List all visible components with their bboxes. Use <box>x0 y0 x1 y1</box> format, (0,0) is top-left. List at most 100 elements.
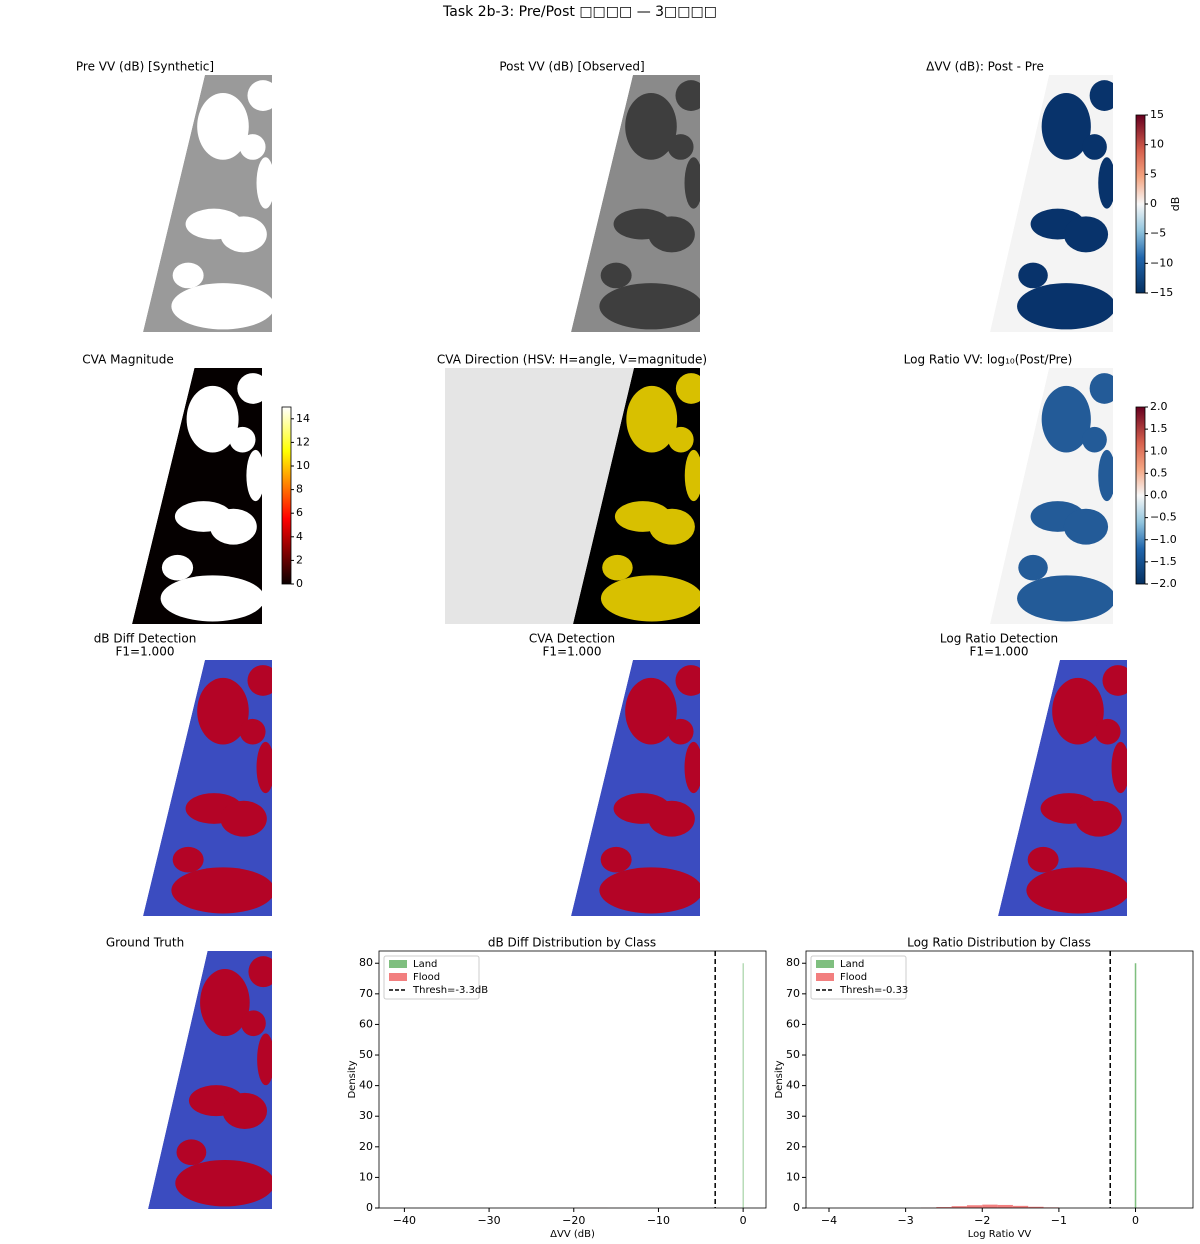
image-region <box>230 427 256 453</box>
panel-subtitle: F1=1.000 <box>970 645 1029 659</box>
histogram-bar <box>982 1205 997 1208</box>
image-region <box>1017 575 1115 621</box>
x-tick-label: −20 <box>562 1214 585 1227</box>
y-tick-label: 30 <box>359 1109 373 1122</box>
colorbar-tick-label: 5 <box>1150 167 1157 180</box>
x-axis-label: ΔVV (dB) <box>550 1229 595 1240</box>
legend-swatch <box>816 960 834 968</box>
colorbar-tick-label: 14 <box>296 412 310 425</box>
image-region <box>257 157 275 208</box>
image-region <box>220 801 266 837</box>
image-region <box>1102 665 1133 696</box>
panel-title: Log Ratio VV: log₁₀(Post/Pre) <box>904 353 1073 367</box>
panel-title: dB Diff Detection <box>94 632 197 646</box>
image-region <box>1026 867 1129 913</box>
x-axis-label: Log Ratio VV <box>968 1229 1032 1240</box>
image-region <box>676 373 706 404</box>
image-region <box>240 719 266 745</box>
y-tick-label: 40 <box>359 1079 373 1092</box>
panel-title: CVA Magnitude <box>82 353 173 367</box>
image <box>143 75 278 332</box>
image-region <box>601 263 632 289</box>
image-region <box>1028 847 1059 873</box>
y-tick-label: 10 <box>786 1170 800 1183</box>
panel-title: dB Diff Distribution by Class <box>488 936 656 950</box>
x-tick-label: −4 <box>821 1214 837 1227</box>
y-tick-label: 20 <box>359 1140 373 1153</box>
image-region <box>171 283 274 329</box>
panel-title: Log Ratio Detection <box>940 632 1058 646</box>
image <box>990 368 1119 624</box>
image <box>998 660 1133 916</box>
colorbar <box>1136 407 1145 584</box>
image <box>990 75 1119 332</box>
legend-label: Thresh=-0.33 <box>839 985 908 996</box>
x-tick-label: −10 <box>647 1214 670 1227</box>
colorbar-tick-label: −0.5 <box>1150 511 1177 524</box>
legend-label: Flood <box>413 972 440 983</box>
legend-swatch <box>389 973 407 981</box>
image-region <box>173 263 204 289</box>
image-region <box>237 373 268 404</box>
image-region <box>1082 427 1107 453</box>
figure-title: Task 2b-3: Pre/Post □□□□ — 3□□□□ <box>442 4 717 20</box>
image-region <box>675 665 706 696</box>
image-region <box>1112 742 1130 793</box>
colorbar-tick-label: 0 <box>1150 197 1157 210</box>
colorbar-tick-label: −2.0 <box>1150 577 1177 590</box>
y-tick-label: 0 <box>366 1201 373 1214</box>
panel-title: CVA Detection <box>529 632 615 646</box>
panel-subtitle: F1=1.000 <box>543 645 602 659</box>
image-region <box>240 134 266 160</box>
image-region <box>177 1139 207 1165</box>
colorbar-tick-label: 2 <box>296 553 303 566</box>
panel-title: CVA Direction (HSV: H=angle, V=magnitude… <box>437 353 707 367</box>
image-region <box>685 450 703 501</box>
image-region <box>668 427 693 453</box>
image-region <box>602 555 632 581</box>
colorbar-tick-label: 0.5 <box>1150 466 1168 479</box>
image-region <box>1098 450 1115 501</box>
colorbar-tick-label: 8 <box>296 483 303 496</box>
image <box>571 660 706 916</box>
x-tick-label: −2 <box>974 1214 990 1227</box>
image-region <box>1090 80 1120 111</box>
colorbar-label: dB <box>1169 197 1182 212</box>
colorbar-tick-label: 2.0 <box>1150 400 1168 413</box>
y-tick-label: 30 <box>786 1109 800 1122</box>
legend-label: Land <box>413 959 437 970</box>
colorbar-tick-label: 1.0 <box>1150 444 1168 457</box>
x-tick-label: −3 <box>898 1214 914 1227</box>
image-region <box>161 575 265 621</box>
legend-swatch <box>816 973 834 981</box>
image-region <box>1090 373 1120 404</box>
panel-title: ΔVV (dB): Post - Pre <box>926 60 1044 74</box>
image-region <box>162 555 193 581</box>
colorbar-tick-label: −1.5 <box>1150 555 1177 568</box>
image-region <box>247 80 278 111</box>
colorbar <box>1136 115 1145 293</box>
colorbar-tick-label: 15 <box>1150 108 1164 121</box>
image-region <box>1018 263 1048 289</box>
y-tick-label: 70 <box>359 987 373 1000</box>
colorbar-tick-label: 1.5 <box>1150 422 1168 435</box>
image-region <box>675 80 706 111</box>
y-tick-label: 80 <box>786 956 800 969</box>
image-region <box>246 450 264 501</box>
image-region <box>1098 157 1115 208</box>
image-region <box>599 283 702 329</box>
y-tick-label: 10 <box>359 1170 373 1183</box>
legend-label: Land <box>840 959 864 970</box>
image-region <box>649 509 695 545</box>
colorbar <box>282 407 291 584</box>
colorbar-tick-label: 10 <box>296 459 310 472</box>
panel-title: Post VV (dB) [Observed] <box>499 60 644 74</box>
panel-title: Log Ratio Distribution by Class <box>907 936 1091 950</box>
image-region <box>241 1010 266 1036</box>
y-tick-label: 60 <box>786 1017 800 1030</box>
image-region <box>1082 134 1107 160</box>
image-region <box>685 742 703 793</box>
colorbar-tick-label: −10 <box>1150 256 1173 269</box>
image-region <box>668 719 694 745</box>
